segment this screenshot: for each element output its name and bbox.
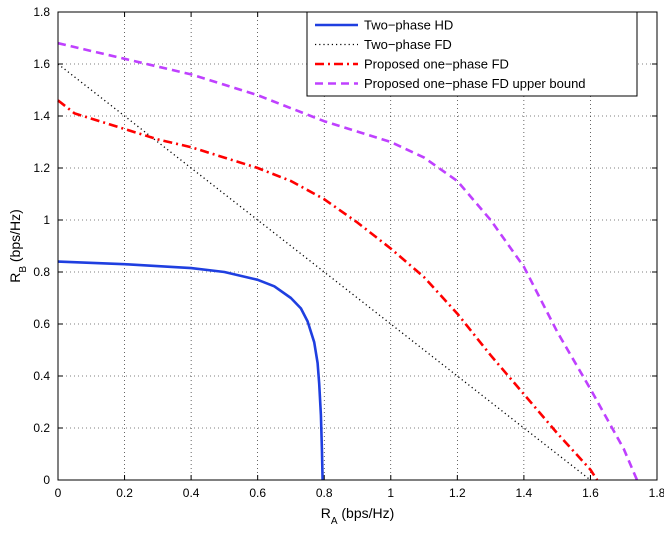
x-tick-label: 0.6 [249, 486, 266, 500]
x-tick-labels: 0 0.2 0.4 0.6 0.8 1 1.2 1.4 1.6 1.8 [55, 486, 664, 500]
y-tick-label: 1.4 [33, 109, 50, 123]
y-tick-label: 0.6 [33, 317, 50, 331]
x-tick-label: 1.6 [582, 486, 599, 500]
y-tick-label: 1.2 [33, 161, 50, 175]
y-axis-title-sub: B [18, 266, 29, 273]
legend-label-4: Proposed one−phase FD upper bound [364, 76, 586, 91]
y-axis-title: RB (bps/Hz) [7, 209, 29, 283]
legend: Two−phase HD Two−phase FD Proposed one−pha… [306, 11, 638, 97]
x-tick-label: 0.4 [183, 486, 200, 500]
series-line-2 [57, 63, 591, 481]
y-tick-label: 1.6 [33, 57, 50, 71]
x-axis-title-sub: A [331, 516, 338, 527]
legend-label-3: Proposed one−phase FD [364, 57, 509, 72]
x-axis-title-unit: (bps/Hz) [338, 505, 395, 521]
y-tick-label: 0.2 [33, 421, 50, 435]
y-axis-title-unit: (bps/Hz) [7, 209, 23, 266]
series-line-4 [57, 41, 639, 481]
x-tick-label: 1.4 [516, 486, 533, 500]
y-axis-title-main: R [7, 273, 23, 283]
x-tick-label: 0.8 [316, 486, 333, 500]
y-tick-label: 1 [43, 213, 50, 227]
ticks [57, 11, 658, 481]
x-axis-title: RA (bps/Hz) [321, 505, 395, 527]
x-tick-label: 0.2 [116, 486, 133, 500]
x-tick-label: 1.8 [649, 486, 664, 500]
legend-box [306, 11, 638, 97]
y-tick-labels: 0 0.2 0.4 0.6 0.8 1 1.2 1.4 1.6 1.8 [33, 5, 50, 487]
x-tick-label: 1 [387, 486, 394, 500]
series-layer [57, 41, 639, 481]
y-tick-label: 1.8 [33, 5, 50, 19]
legend-label-1: Two−phase HD [364, 18, 453, 33]
series-line-3 [57, 99, 599, 481]
y-tick-label: 0.8 [33, 265, 50, 279]
x-tick-label: 1.2 [449, 486, 466, 500]
series-line-1 [57, 260, 324, 481]
x-axis-title-main: R [321, 505, 331, 521]
legend-label-2: Two−phase FD [364, 37, 452, 52]
y-tick-label: 0.4 [33, 369, 50, 383]
y-tick-label: 0 [43, 473, 50, 487]
x-tick-label: 0 [55, 486, 62, 500]
